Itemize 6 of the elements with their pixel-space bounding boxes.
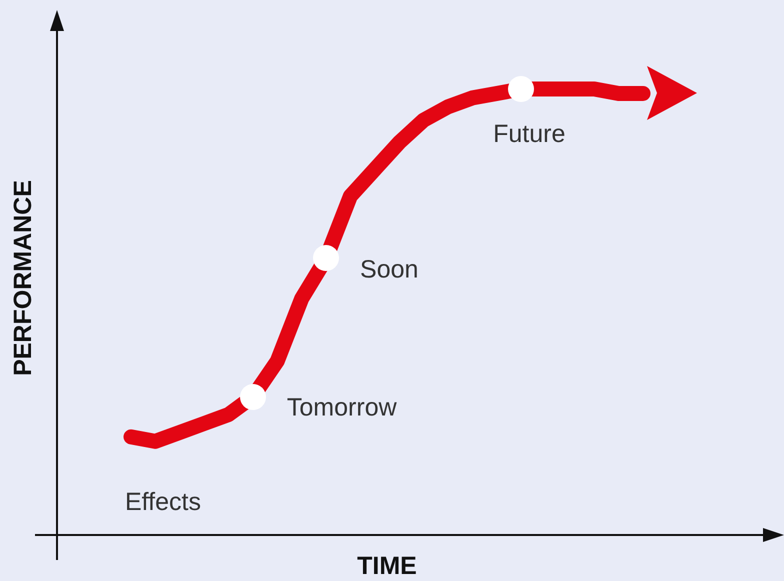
annotation: Future bbox=[493, 120, 566, 148]
annotation: Tomorrow bbox=[286, 394, 398, 422]
x-axis-title: TIME bbox=[357, 552, 417, 580]
y-axis-title: PERFORMANCE bbox=[8, 180, 37, 376]
annotation: Soon bbox=[360, 255, 418, 284]
annotation: Effects bbox=[125, 488, 201, 516]
